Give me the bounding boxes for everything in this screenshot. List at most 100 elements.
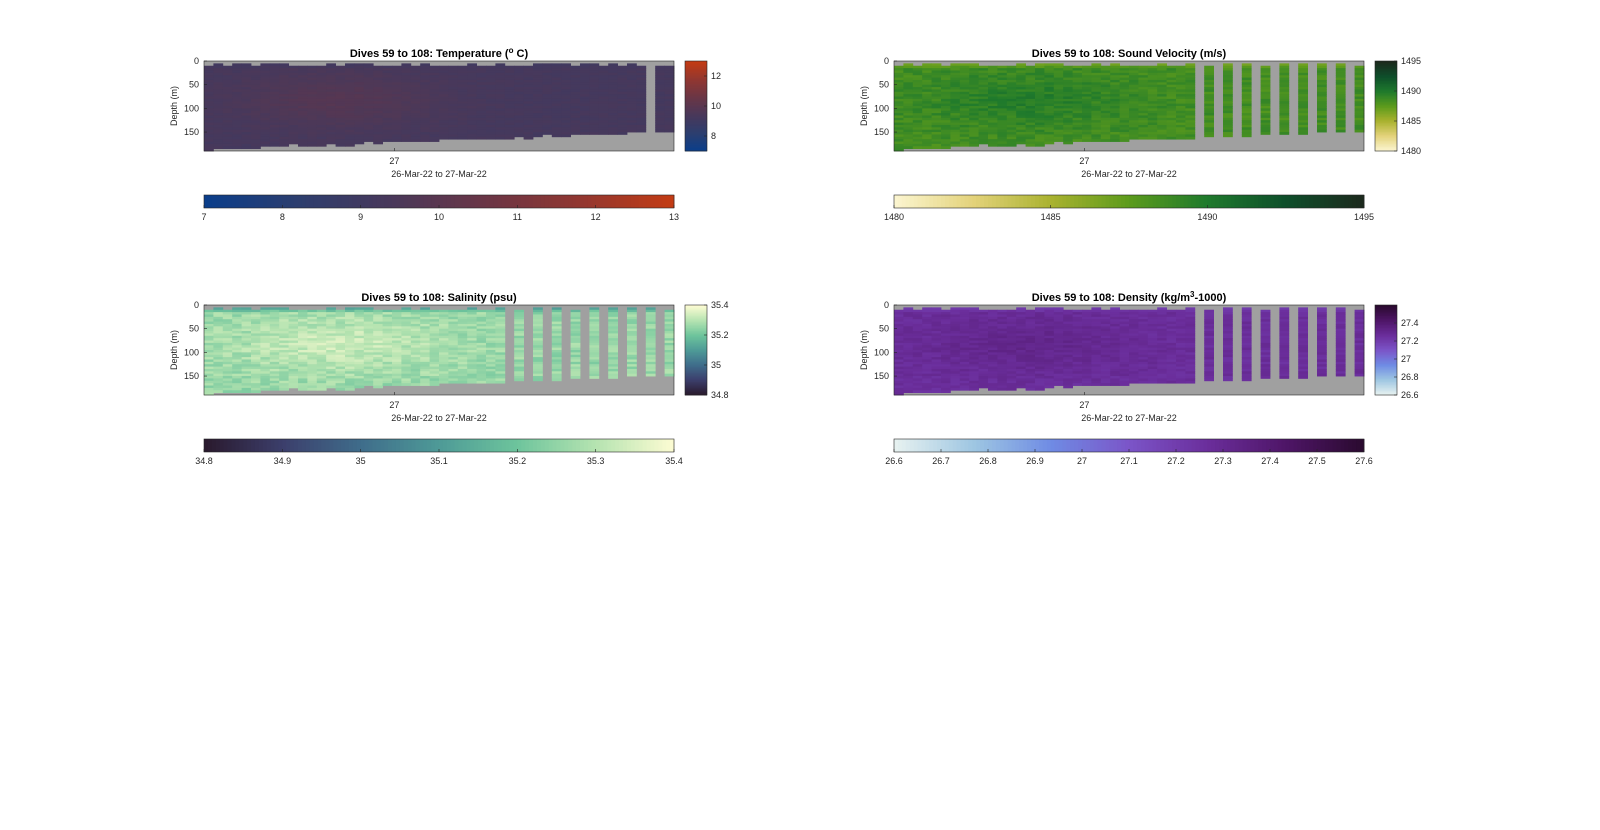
heatmap-cell [997,87,1008,90]
colorbar-h-segment [1301,195,1306,208]
colorbar-h-tick-label: 1495 [1354,212,1374,222]
heatmap-cell [251,70,261,74]
heatmap-cell [241,115,252,119]
colorbar-v-segment [685,124,707,126]
colorbar-h-segment [419,195,424,208]
heatmap-cell [922,141,932,145]
heatmap-cell [542,70,553,74]
heatmap-cell [204,143,214,147]
heatmap-cell [1110,124,1120,128]
heatmap-cell [204,120,214,123]
colorbar-h-segment [309,195,315,208]
heatmap-cell [326,79,336,83]
heatmap-cell [363,120,374,123]
heatmap-cell [467,373,477,377]
heatmap-cell [1185,98,1196,102]
heatmap-cell [335,366,346,370]
heatmap-cell [894,328,904,332]
heatmap-cell [922,65,932,69]
heatmap-cell [1082,122,1092,126]
heatmap-cell [382,139,393,142]
colorbar-v-segment [1375,127,1397,129]
colorbar-h-segment [1195,195,1200,208]
heatmap-cell [241,98,252,102]
heatmap-cell [288,82,299,86]
heatmap-cell [420,132,430,135]
heatmap-cell [495,91,506,95]
heatmap-cell [279,319,289,322]
heatmap-cell [345,89,355,93]
heatmap-cell [1129,70,1139,74]
heatmap-cell [608,72,618,76]
heatmap-cell [655,122,665,126]
heatmap-cell [420,113,430,116]
heatmap-cell [1082,124,1092,128]
heatmap-cell [1129,101,1139,105]
heatmap-cell [269,65,280,69]
heatmap-cell [298,364,308,367]
heatmap-cell [486,75,496,78]
heatmap-cell [542,122,553,126]
heatmap-cell [589,316,600,320]
heatmap-cell [326,68,336,71]
heatmap-cell [307,342,318,346]
heatmap-cell [401,136,412,140]
heatmap-cell [931,103,942,107]
heatmap-cell [420,89,430,93]
y-tick-label: 150 [184,127,199,137]
heatmap-cell [1185,124,1196,128]
heatmap-cell [429,134,440,138]
heatmap-cell [401,321,412,325]
heatmap-cell [213,354,224,358]
heatmap-cell [316,124,327,128]
colorbar-v-segment [685,375,707,378]
heatmap-cell [903,77,914,81]
colorbar-v-segment [1375,134,1397,137]
heatmap-cell [959,91,970,95]
heatmap-cell [1298,101,1308,105]
heatmap-cell [1176,117,1186,121]
heatmap-cell [894,120,904,123]
heatmap-cell [941,106,951,109]
heatmap-cell [1082,89,1092,93]
heatmap-cell [1166,65,1177,69]
heatmap-cell [608,68,618,71]
heatmap-cell [542,72,553,76]
heatmap-cell [617,124,628,128]
heatmap-cell [448,132,459,135]
heatmap-cell [1157,132,1167,135]
colorbar-h-segment [298,195,303,208]
colorbar-h-segment [239,439,244,452]
heatmap-cell [1279,91,1290,95]
heatmap-cell [894,132,904,135]
heatmap-cell [664,115,675,119]
heatmap-cell [279,378,289,382]
heatmap-cell [514,89,524,93]
heatmap-cell [467,307,477,311]
heatmap-cell [213,383,224,386]
heatmap-cell [260,371,271,375]
heatmap-cell [903,143,914,147]
heatmap-cell [429,70,440,74]
heatmap-cell [335,70,346,74]
heatmap-cell [1260,84,1271,88]
heatmap-cell [269,383,280,386]
heatmap-cell [241,387,252,391]
heatmap-cell [495,70,506,74]
heatmap-cell [617,101,628,105]
heatmap-cell [655,89,665,93]
heatmap-cell [533,70,543,74]
heatmap-cell [922,87,932,90]
heatmap-cell [298,77,308,81]
colorbar-v-segment [1375,91,1397,93]
heatmap-cell [627,357,637,360]
heatmap-cell [326,136,336,140]
heatmap-cell [429,84,440,88]
colorbar-h-segment [583,439,589,452]
heatmap-cell [1016,110,1026,114]
colorbar-h-segment [470,439,475,452]
heatmap-cell [1072,117,1083,121]
heatmap-cell [570,65,581,69]
colorbar-h-segment [270,195,275,208]
heatmap-cell [1138,79,1149,83]
